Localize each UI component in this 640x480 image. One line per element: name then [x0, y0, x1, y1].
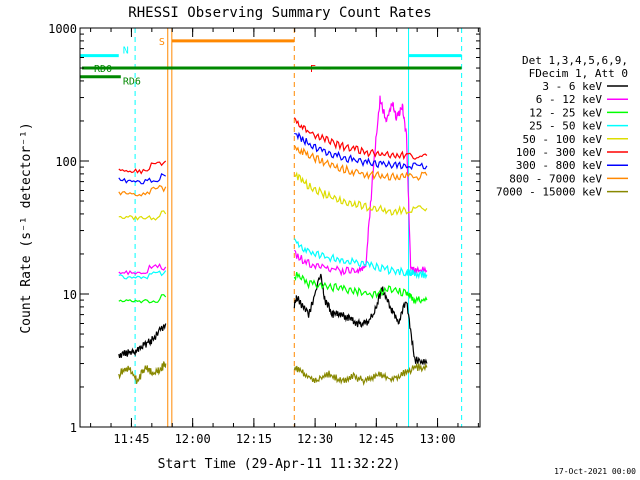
series-4-segment-0: [118, 210, 167, 221]
y-axis-label: Count Rate (s⁻¹ detector⁻¹): [19, 122, 34, 333]
series-1-segment-0: [118, 263, 167, 276]
series-3-segment-1: [293, 238, 428, 280]
legend-label-1: 6 - 12 keV: [536, 93, 603, 106]
x-tick-label-0: 11:45: [113, 432, 149, 446]
x-tick-label-2: 12:15: [236, 432, 272, 446]
legend-label-3: 25 - 50 keV: [529, 120, 602, 133]
y-tick-label-0: 1: [70, 421, 77, 435]
legend-label-5: 100 - 300 keV: [516, 146, 602, 159]
x-tick-label-3: 12:30: [297, 432, 333, 446]
series-6-segment-0: [118, 173, 166, 185]
x-tick-label-1: 12:00: [175, 432, 211, 446]
series-5-segment-0: [118, 160, 167, 175]
y-tick-label-2: 100: [55, 155, 77, 169]
axes-layer: 11:45 12:00 12:15 12:30 12:45 13:00 1 10 100 1000: [48, 22, 480, 446]
series-2-segment-0: [118, 294, 167, 304]
plot-layer: NSFRD0RD6: [79, 28, 463, 427]
legend-label-4: 50 - 100 keV: [523, 133, 603, 146]
x-tick-label-4: 12:45: [358, 432, 394, 446]
plot-frame: [79, 27, 481, 428]
series-6-segment-1: [294, 131, 428, 171]
y-tick-label-1: 10: [63, 288, 77, 302]
legend: Det 1,3,4,5,6,9,FDecim 1, Att 03 - 6 keV…: [496, 54, 628, 199]
state-bar-label-rd0: RD0: [94, 64, 112, 75]
series-7-segment-0: [118, 184, 167, 197]
series-5-segment-1: [293, 117, 428, 161]
series-3-segment-0: [118, 270, 167, 280]
legend-label-0: 3 - 6 keV: [542, 80, 602, 93]
series-4-segment-1: [294, 171, 428, 216]
state-bar-label-rd6: RD6: [123, 77, 141, 88]
y-tick-label-3: 1000: [48, 22, 77, 36]
legend-label-6: 300 - 800 keV: [516, 159, 602, 172]
x-tick-label-5: 13:00: [419, 432, 455, 446]
legend-label-2: 12 - 25 keV: [529, 106, 602, 119]
series-2-segment-1: [293, 271, 428, 305]
series-8-segment-0: [118, 361, 167, 384]
legend-label-7: 800 - 7000 keV: [509, 172, 602, 185]
chart-title: RHESSI Observing Summary Count Rates: [128, 5, 431, 21]
series-8-segment-1: [293, 363, 428, 386]
series-0-segment-0: [118, 323, 167, 359]
legend-header-0: Det 1,3,4,5,6,9,: [522, 54, 628, 67]
series-0-segment-1: [293, 273, 428, 366]
state-bar-label-n: N: [123, 46, 129, 57]
x-axis-label: Start Time (29-Apr-11 11:32:22): [158, 457, 401, 472]
footer-date: 17-Oct-2021 00:00: [554, 467, 636, 476]
legend-header-1: FDecim 1, Att 0: [529, 67, 628, 80]
legend-label-8: 7000 - 15000 keV: [496, 186, 602, 199]
series-7-segment-1: [293, 144, 428, 181]
series-1-segment-1: [293, 95, 428, 277]
state-bar-label-s: S: [159, 37, 165, 48]
